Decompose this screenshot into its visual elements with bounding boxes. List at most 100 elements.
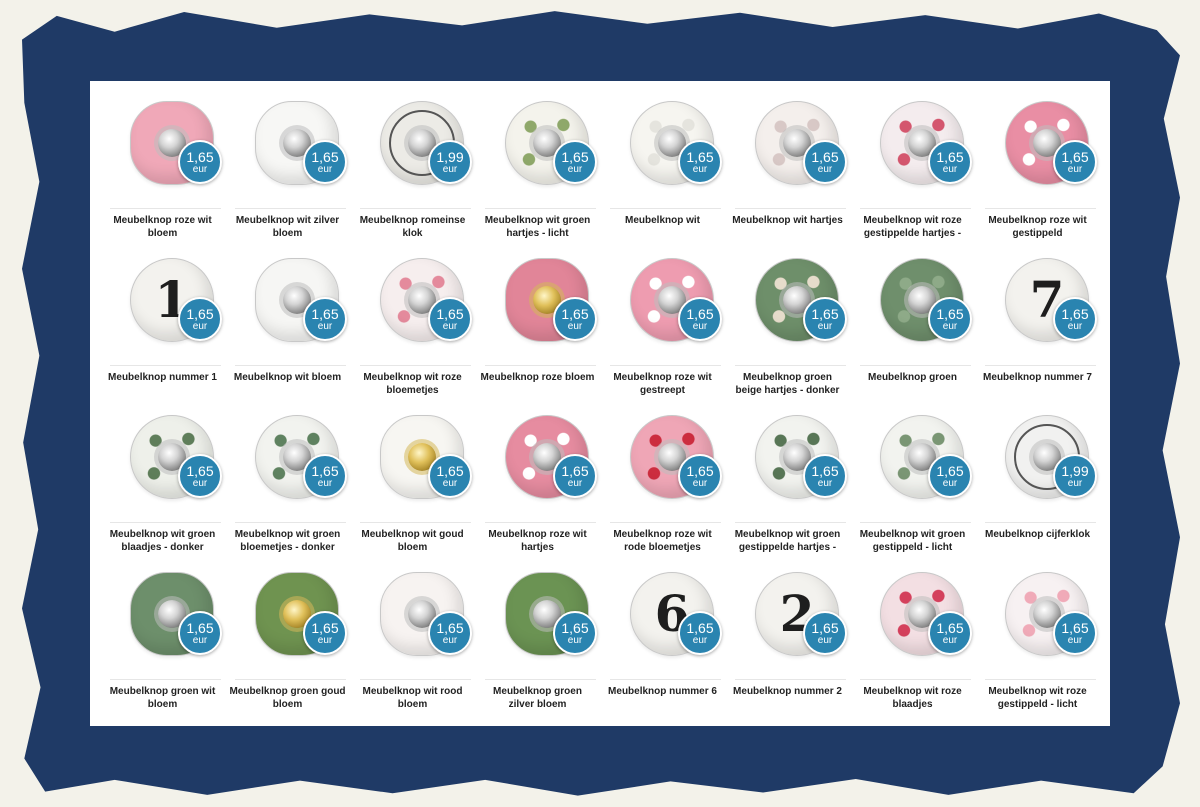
product-card[interactable]: 6 1,65 eur Meubelknop nummer 6 — [600, 564, 725, 721]
product-card[interactable]: 1,65 eur Meubelknop wit zilver bloem — [225, 93, 350, 250]
price-unit: eur — [692, 164, 708, 175]
price-unit: eur — [317, 164, 333, 175]
price-badge: 1,65 eur — [428, 611, 472, 655]
price-badge: 1,65 eur — [178, 297, 222, 341]
product-card[interactable]: 1,65 eur Meubelknop groen goud bloem — [225, 564, 350, 721]
product-name[interactable]: Meubelknop romeinse klok — [359, 215, 466, 239]
price-badge: 1,99 eur — [428, 140, 472, 184]
product-name[interactable]: Meubelknop wit bloem — [233, 372, 342, 383]
product-name[interactable]: Meubelknop wit groen hartjes - licht — [484, 215, 591, 239]
price-unit: eur — [942, 478, 958, 489]
product-name[interactable]: Meubelknop wit groen gestippeld - licht — [859, 529, 966, 553]
product-card[interactable]: 1,65 eur Meubelknop wit roze gestippeld … — [975, 564, 1100, 721]
product-card[interactable]: 7 1,65 eur Meubelknop nummer 7 — [975, 250, 1100, 407]
product-name[interactable]: Meubelknop wit zilver bloem — [235, 215, 340, 239]
product-card[interactable]: 1,65 eur Meubelknop roze wit bloem — [100, 93, 225, 250]
product-card[interactable]: 1,65 eur Meubelknop wit groen hartjes - … — [475, 93, 600, 250]
product-card[interactable]: 1,99 eur Meubelknop romeinse klok — [350, 93, 475, 250]
price-badge: 1,65 eur — [803, 140, 847, 184]
product-name[interactable]: Meubelknop groen wit bloem — [109, 686, 216, 710]
product-name[interactable]: Meubelknop wit rood bloem — [362, 686, 463, 710]
divider — [735, 365, 846, 366]
price-unit: eur — [442, 321, 458, 332]
product-card[interactable]: 1,65 eur Meubelknop groen wit bloem — [100, 564, 225, 721]
product-card[interactable]: 1,65 eur Meubelknop roze wit rode bloeme… — [600, 407, 725, 564]
price-value: 1,65 — [186, 463, 214, 479]
product-card[interactable]: 1,65 eur Meubelknop wit groen gestippeld… — [725, 407, 850, 564]
product-card[interactable]: 1,65 eur Meubelknop wit groen blaadjes -… — [100, 407, 225, 564]
divider — [110, 365, 221, 366]
price-badge: 1,65 eur — [1053, 611, 1097, 655]
product-card[interactable]: 1,65 eur Meubelknop wit groen bloemetjes… — [225, 407, 350, 564]
product-card[interactable]: 1,65 eur Meubelknop groen zilver bloem — [475, 564, 600, 721]
price-badge: 1,65 eur — [803, 297, 847, 341]
product-name[interactable]: Meubelknop nummer 2 — [733, 686, 842, 697]
product-name[interactable]: Meubelknop roze wit hartjes — [488, 529, 587, 553]
product-card[interactable]: 1,65 eur Meubelknop wit rood bloem — [350, 564, 475, 721]
price-value: 1,65 — [936, 463, 964, 479]
product-name[interactable]: Meubelknop wit groen bloemetjes - donker — [234, 529, 341, 553]
product-name[interactable]: Meubelknop wit roze gestippelde hartjes … — [863, 215, 962, 239]
knob-image[interactable]: 6 — [630, 572, 714, 656]
price-value: 1,65 — [311, 463, 339, 479]
price-value: 1,65 — [561, 149, 589, 165]
price-unit: eur — [692, 635, 708, 646]
product-card[interactable]: 1,65 eur Meubelknop wit — [600, 93, 725, 250]
product-name[interactable]: Meubelknop nummer 1 — [108, 372, 217, 383]
product-name[interactable]: Meubelknop wit groen gestippelde hartjes… — [734, 529, 841, 553]
product-card[interactable]: 1,65 eur Meubelknop wit bloem — [225, 250, 350, 407]
price-badge: 1,65 eur — [428, 454, 472, 498]
product-card[interactable]: 1,65 eur Meubelknop roze bloem — [475, 250, 600, 407]
price-unit: eur — [817, 321, 833, 332]
product-name[interactable]: Meubelknop groen zilver bloem — [493, 686, 582, 710]
price-value: 1,65 — [186, 620, 214, 636]
product-name[interactable]: Meubelknop groen goud bloem — [229, 686, 346, 710]
price-badge: 1,65 eur — [178, 140, 222, 184]
product-name[interactable]: Meubelknop wit roze gestippeld - licht — [988, 686, 1087, 710]
price-value: 1,99 — [1061, 463, 1089, 479]
product-name[interactable]: Meubelknop roze wit bloem — [113, 215, 212, 239]
product-name[interactable]: Meubelknop nummer 7 — [983, 372, 1092, 383]
price-unit: eur — [817, 635, 833, 646]
product-card[interactable]: 1,65 eur Meubelknop groen — [850, 250, 975, 407]
product-name[interactable]: Meubelknop roze wit gestippeld — [988, 215, 1087, 239]
product-name[interactable]: Meubelknop wit roze bloemetjes — [363, 372, 462, 396]
product-card[interactable]: 1,99 eur Meubelknop cijferklok — [975, 407, 1100, 564]
product-name[interactable]: Meubelknop groen — [868, 372, 957, 383]
product-name[interactable]: Meubelknop cijferklok — [984, 529, 1091, 540]
price-badge: 1,65 eur — [928, 611, 972, 655]
product-card[interactable]: 1,65 eur Meubelknop wit hartjes — [725, 93, 850, 250]
knob-image[interactable] — [505, 258, 589, 342]
price-value: 1,65 — [436, 463, 464, 479]
product-name[interactable]: Meubelknop wit hartjes — [732, 215, 843, 226]
product-card[interactable]: 1,65 eur Meubelknop roze wit gestippeld — [975, 93, 1100, 250]
product-card[interactable]: 1,65 eur Meubelknop wit roze gestippelde… — [850, 93, 975, 250]
product-name[interactable]: Meubelknop roze bloem — [480, 372, 595, 383]
product-name[interactable]: Meubelknop roze wit gestreept — [613, 372, 712, 396]
divider — [860, 208, 971, 209]
price-unit: eur — [317, 635, 333, 646]
divider — [610, 208, 721, 209]
product-name[interactable]: Meubelknop groen beige hartjes - donker — [735, 372, 840, 396]
product-card[interactable]: 1,65 eur Meubelknop wit goud bloem — [350, 407, 475, 564]
product-card[interactable]: 2 1,65 eur Meubelknop nummer 2 — [725, 564, 850, 721]
product-card[interactable]: 1,65 eur Meubelknop groen beige hartjes … — [725, 250, 850, 407]
price-unit: eur — [1067, 321, 1083, 332]
product-name[interactable]: Meubelknop wit goud bloem — [361, 529, 464, 553]
divider — [235, 679, 346, 680]
product-card[interactable]: 1,65 eur Meubelknop wit roze blaadjes — [850, 564, 975, 721]
product-name[interactable]: Meubelknop wit groen blaadjes - donker — [109, 529, 216, 553]
divider — [735, 522, 846, 523]
product-card[interactable]: 1,65 eur Meubelknop roze wit hartjes — [475, 407, 600, 564]
product-name[interactable]: Meubelknop wit — [625, 215, 700, 226]
product-card[interactable]: 1,65 eur Meubelknop roze wit gestreept — [600, 250, 725, 407]
divider — [360, 522, 471, 523]
product-name[interactable]: Meubelknop wit roze blaadjes — [863, 686, 962, 710]
product-name[interactable]: Meubelknop roze wit rode bloemetjes — [613, 529, 712, 553]
product-card[interactable]: 1 1,65 eur Meubelknop nummer 1 — [100, 250, 225, 407]
product-name[interactable]: Meubelknop nummer 6 — [608, 686, 717, 697]
product-card[interactable]: 1,65 eur Meubelknop wit groen gestippeld… — [850, 407, 975, 564]
product-card[interactable]: 1,65 eur Meubelknop wit roze bloemetjes — [350, 250, 475, 407]
knob-image[interactable] — [255, 258, 339, 342]
price-unit: eur — [442, 478, 458, 489]
